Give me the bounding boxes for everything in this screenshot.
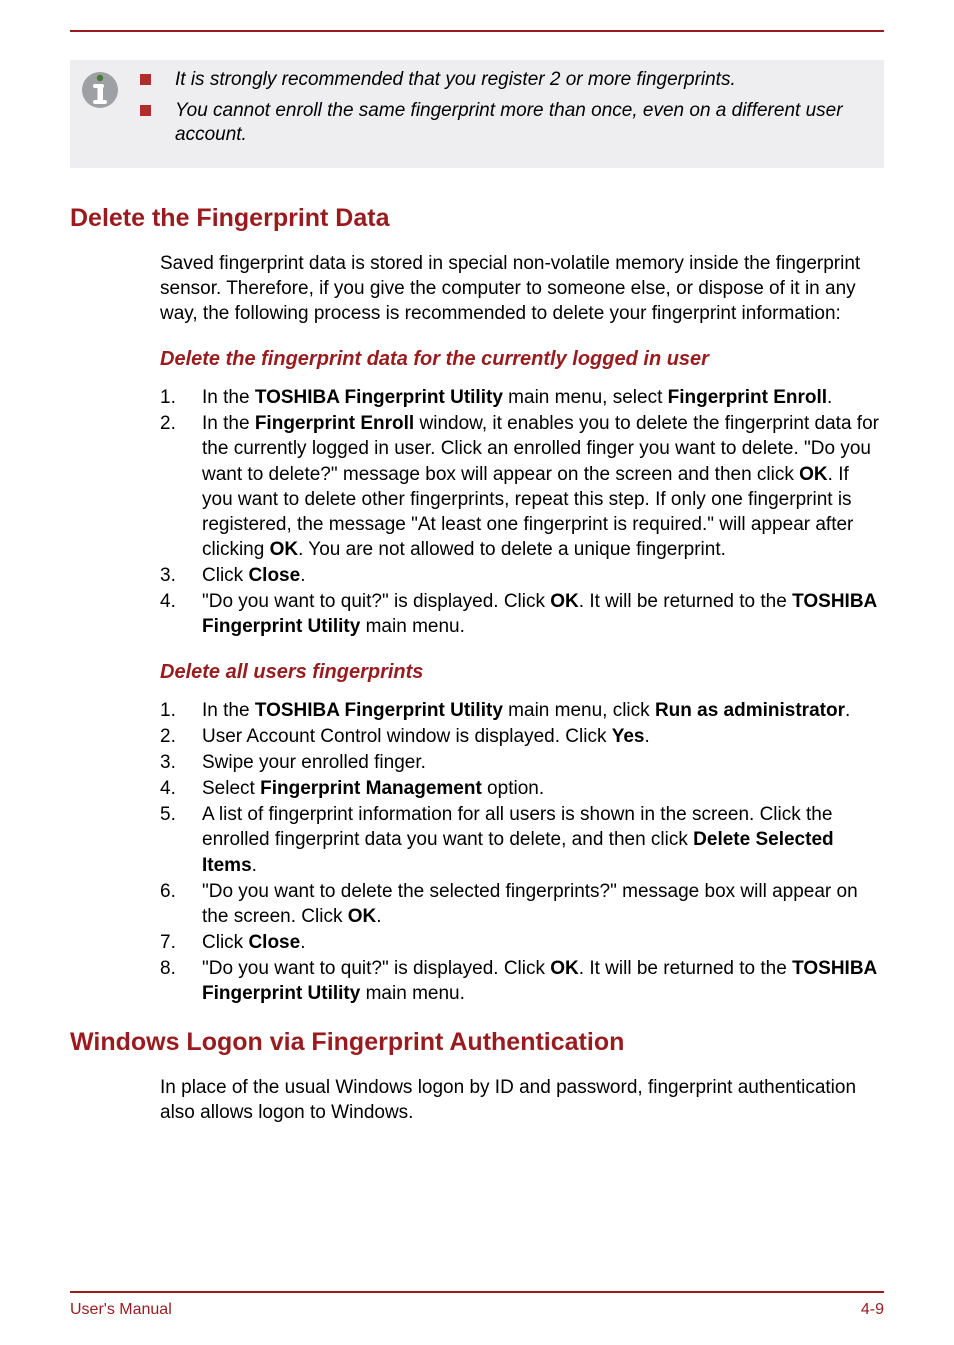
list-item: 1.In the TOSHIBA Fingerprint Utility mai… [160,385,884,410]
list-number: 4. [160,776,202,801]
list-text: "Do you want to delete the selected fing… [202,879,884,929]
section-heading-delete: Delete the Fingerprint Data [70,204,884,233]
list-item: 1.In the TOSHIBA Fingerprint Utility mai… [160,698,884,723]
list-number: 7. [160,930,202,955]
list-number: 2. [160,411,202,561]
list-number: 3. [160,750,202,775]
section-intro: Saved fingerprint data is stored in spec… [160,251,884,326]
list-item: 2.User Account Control window is display… [160,724,884,749]
list-text: Click Close. [202,930,884,955]
list-number: 8. [160,956,202,1006]
list-item: 7.Click Close. [160,930,884,955]
list-item: 3.Click Close. [160,563,884,588]
list-text: In the TOSHIBA Fingerprint Utility main … [202,385,884,410]
bullet-square-icon [140,74,151,85]
list-text: Select Fingerprint Management option. [202,776,884,801]
list-text: "Do you want to quit?" is displayed. Cli… [202,956,884,1006]
footer-right: 4-9 [861,1301,884,1319]
list-item: 5.A list of fingerprint information for … [160,802,884,877]
subsection-heading-current-user: Delete the fingerprint data for the curr… [160,348,884,371]
list-item: 4."Do you want to quit?" is displayed. C… [160,589,884,639]
list-number: 6. [160,879,202,929]
note-bullet: You cannot enroll the same fingerprint m… [140,99,870,148]
list-item: 8."Do you want to quit?" is displayed. C… [160,956,884,1006]
note-bullet: It is strongly recommended that you regi… [140,68,870,93]
list-number: 4. [160,589,202,639]
list-number: 1. [160,698,202,723]
ordered-list-current-user: 1.In the TOSHIBA Fingerprint Utility mai… [160,385,884,639]
top-rule [70,30,884,32]
list-text: User Account Control window is displayed… [202,724,884,749]
note-bullet-text: You cannot enroll the same fingerprint m… [175,99,870,148]
list-number: 5. [160,802,202,877]
list-text: In the Fingerprint Enroll window, it ena… [202,411,884,561]
list-item: 2.In the Fingerprint Enroll window, it e… [160,411,884,561]
list-text: In the TOSHIBA Fingerprint Utility main … [202,698,884,723]
list-number: 3. [160,563,202,588]
note-bullets: It is strongly recommended that you regi… [140,68,870,154]
list-item: 6."Do you want to delete the selected fi… [160,879,884,929]
section-intro: In place of the usual Windows logon by I… [160,1075,884,1125]
footer-left: User's Manual [70,1301,172,1319]
list-number: 2. [160,724,202,749]
list-number: 1. [160,385,202,410]
section-heading-windows-logon: Windows Logon via Fingerprint Authentica… [70,1028,884,1057]
note-bullet-text: It is strongly recommended that you regi… [175,68,736,93]
bullet-square-icon [140,105,151,116]
list-item: 3.Swipe your enrolled finger. [160,750,884,775]
note-box: It is strongly recommended that you regi… [70,60,884,168]
list-text: Click Close. [202,563,884,588]
list-item: 4.Select Fingerprint Management option. [160,776,884,801]
subsection-heading-all-users: Delete all users fingerprints [160,661,884,684]
page-footer: User's Manual 4-9 [70,1291,884,1319]
ordered-list-all-users: 1.In the TOSHIBA Fingerprint Utility mai… [160,698,884,1006]
info-icon [80,70,120,110]
list-text: "Do you want to quit?" is displayed. Cli… [202,589,884,639]
list-text: Swipe your enrolled finger. [202,750,884,775]
footer-rule [70,1291,884,1293]
list-text: A list of fingerprint information for al… [202,802,884,877]
note-icon-col [80,68,140,154]
